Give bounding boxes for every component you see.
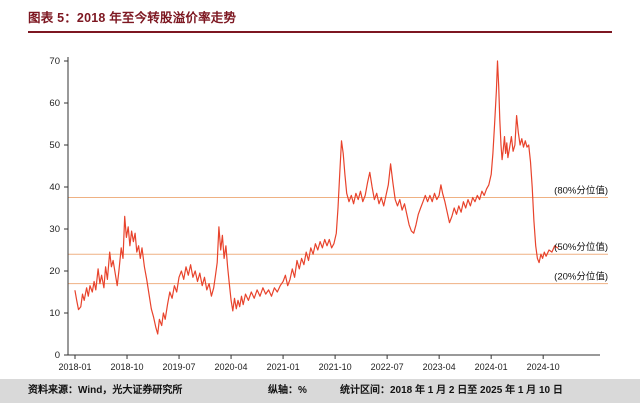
x-tick-label: 2021-01 (267, 362, 300, 372)
y-tick-label: 30 (49, 224, 60, 235)
x-tick-label: 2018-10 (111, 362, 144, 372)
y-tick-label: 20 (49, 266, 60, 277)
chart-area: 0 10 20 30 40 50 60 70 2018-01 2018-10 2019-07 2020… (0, 35, 640, 380)
figure-title: 图表 5：2018 年至今转股溢价率走势 (28, 11, 237, 25)
x-tick-label: 2024-01 (475, 362, 508, 372)
percentile-label-50: (50%分位值) (554, 241, 608, 253)
x-tick-label: 2022-07 (371, 362, 404, 372)
axis-unit-note: 纵轴：% (268, 385, 307, 396)
percentile-label-80: (80%分位值) (554, 185, 608, 197)
title-underline (28, 31, 612, 33)
premium-rate-series (74, 60, 559, 335)
x-tick-label: 2018-01 (58, 362, 91, 372)
x-tick-label: 2023-04 (423, 362, 456, 372)
stat-period-note: 统计区间：2018 年 1 月 2 日至 2025 年 1 月 10 日 (340, 385, 563, 396)
figure-footer: 资料来源：Wind，光大证券研究所 纵轴：% 统计区间：2018 年 1 月 2… (0, 379, 640, 403)
percentile-label-20: (20%分位值) (554, 271, 608, 283)
y-tick-label: 60 (49, 98, 60, 109)
premium-rate-line-chart: 0 10 20 30 40 50 60 70 2018-01 2018-10 2019-07 2020… (49, 56, 608, 372)
source-note: 资料来源：Wind，光大证券研究所 (28, 385, 183, 396)
x-tick-label: 2020-04 (215, 362, 248, 372)
x-tick-label: 2021-10 (319, 362, 352, 372)
x-tick-label: 2019-07 (163, 362, 196, 372)
x-tick-label: 2024-10 (527, 362, 560, 372)
y-tick-label: 10 (49, 308, 60, 319)
y-tick-label: 0 (55, 350, 60, 361)
y-tick-label: 40 (49, 182, 60, 193)
figure-header: 图表 5：2018 年至今转股溢价率走势 (0, 0, 640, 27)
y-tick-label: 70 (49, 56, 60, 67)
y-tick-label: 50 (49, 140, 60, 151)
